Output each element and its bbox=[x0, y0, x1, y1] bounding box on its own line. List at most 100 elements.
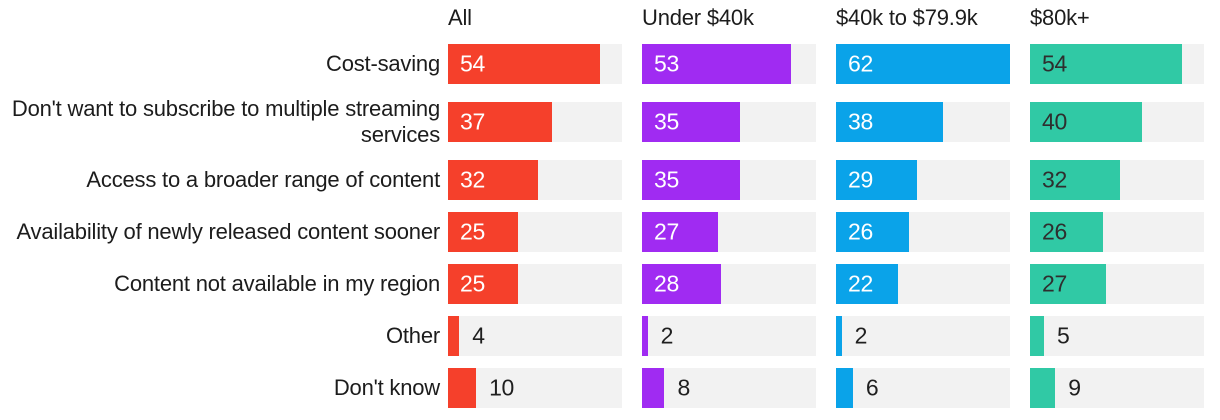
bar-value-label: 22 bbox=[848, 270, 873, 297]
chart-row: Cost-saving 54 53 62 54 bbox=[0, 44, 1220, 84]
bar-value-label: 32 bbox=[1042, 166, 1067, 193]
bar bbox=[1030, 102, 1143, 142]
bar bbox=[642, 316, 648, 356]
bar-track: 25 bbox=[448, 212, 622, 252]
row-label: Cost-saving bbox=[326, 51, 440, 76]
bar-track: 62 bbox=[836, 44, 1010, 84]
row-label: Access to a broader range of content bbox=[86, 167, 440, 192]
chart-row: Content not available in my region 25 28 22… bbox=[0, 264, 1220, 304]
bar-value-label: 8 bbox=[677, 374, 690, 401]
chart-row: Don't know 10 8 6 9 bbox=[0, 368, 1220, 408]
row-label: Content not available in my region bbox=[114, 271, 440, 296]
bar bbox=[642, 264, 721, 304]
bar-track: 27 bbox=[1030, 264, 1204, 304]
bar-track: 22 bbox=[836, 264, 1010, 304]
bar bbox=[448, 44, 600, 84]
bar-track: 25 bbox=[448, 264, 622, 304]
bar-track: 35 bbox=[642, 160, 816, 200]
bar-track: 35 bbox=[642, 102, 816, 142]
bar bbox=[1030, 160, 1120, 200]
bar-value-label: 4 bbox=[472, 322, 485, 349]
column-header-under-40k: Under $40k bbox=[642, 5, 754, 30]
row-label: Don't want to subscribe to multiple stre… bbox=[11, 96, 440, 147]
bar-value-label: 28 bbox=[654, 270, 679, 297]
bar-track: 6 bbox=[836, 368, 1010, 408]
bar-value-label: 2 bbox=[854, 322, 868, 349]
bar-value-label: 27 bbox=[1042, 270, 1067, 297]
bar-track: 28 bbox=[642, 264, 816, 304]
column-header-40k-to-79k: $40k to $79.9k bbox=[836, 5, 978, 30]
bar bbox=[642, 368, 665, 408]
bar-track: 8 bbox=[642, 368, 816, 408]
bar-value-label: 10 bbox=[489, 374, 515, 401]
bar-value-label: 2 bbox=[660, 322, 674, 349]
column-headers-row: All Under $40k $40k to $79.9k $80k+ bbox=[0, 5, 1220, 44]
bar-value-label: 27 bbox=[654, 218, 679, 245]
bar-track: 9 bbox=[1030, 368, 1204, 408]
bar-value-label: 54 bbox=[460, 50, 485, 77]
chart-row: Availability of newly released content s… bbox=[0, 212, 1220, 252]
bar-value-label: 9 bbox=[1068, 374, 1081, 401]
bar-value-label: 35 bbox=[654, 108, 679, 135]
bar-value-label: 38 bbox=[848, 108, 873, 135]
bar bbox=[836, 212, 909, 252]
bar bbox=[642, 44, 791, 84]
bar-value-label: 32 bbox=[460, 166, 485, 193]
bar bbox=[836, 102, 943, 142]
bar-track: 2 bbox=[642, 316, 816, 356]
chart-row: Don't want to subscribe to multiple stre… bbox=[0, 96, 1220, 148]
bar bbox=[448, 102, 552, 142]
bar-value-label: 5 bbox=[1057, 322, 1070, 349]
bar bbox=[836, 264, 898, 304]
bar-value-label: 35 bbox=[654, 166, 679, 193]
bar bbox=[1030, 368, 1056, 408]
bar-value-label: 53 bbox=[654, 50, 679, 77]
bar bbox=[642, 160, 741, 200]
bar-track: 4 bbox=[448, 316, 622, 356]
bar-value-label: 25 bbox=[460, 270, 485, 297]
bar bbox=[836, 368, 853, 408]
row-label: Don't know bbox=[333, 375, 440, 400]
bar bbox=[448, 212, 519, 252]
chart-row: Access to a broader range of content 32 35… bbox=[0, 160, 1220, 200]
bar-track: 54 bbox=[448, 44, 622, 84]
bar-track: 10 bbox=[448, 368, 622, 408]
bar-track: 40 bbox=[1030, 102, 1204, 142]
bar-track: 2 bbox=[836, 316, 1010, 356]
bar-track: 37 bbox=[448, 102, 622, 142]
bar bbox=[642, 102, 741, 142]
bar-track: 38 bbox=[836, 102, 1010, 142]
bar bbox=[448, 160, 538, 200]
bar-track: 5 bbox=[1030, 316, 1204, 356]
bar-value-label: 37 bbox=[460, 108, 485, 135]
bar-value-label: 54 bbox=[1042, 50, 1067, 77]
row-label: Other bbox=[385, 323, 440, 348]
bar bbox=[1030, 264, 1106, 304]
bar-track: 27 bbox=[642, 212, 816, 252]
bar bbox=[1030, 316, 1045, 356]
bar-value-label: 25 bbox=[460, 218, 485, 245]
column-header-80k-plus: $80k+ bbox=[1030, 5, 1090, 30]
bar-track: 29 bbox=[836, 160, 1010, 200]
bar-value-label: 29 bbox=[848, 166, 873, 193]
bar bbox=[836, 316, 842, 356]
bar-value-label: 26 bbox=[1042, 218, 1067, 245]
bar-value-label: 6 bbox=[865, 374, 879, 401]
bar bbox=[448, 316, 460, 356]
bar-track: 54 bbox=[1030, 44, 1204, 84]
bar-track: 26 bbox=[836, 212, 1010, 252]
bar bbox=[1030, 44, 1182, 84]
bar bbox=[642, 212, 718, 252]
bar bbox=[448, 264, 519, 304]
bar bbox=[448, 368, 477, 408]
bar bbox=[836, 160, 918, 200]
row-label: Availability of newly released content s… bbox=[16, 219, 440, 244]
chart-rows: Cost-saving 54 53 62 54 Don't want to subscri… bbox=[0, 44, 1220, 408]
chart-row: Other 4 2 2 5 bbox=[0, 316, 1220, 356]
bar-value-label: 62 bbox=[848, 50, 873, 77]
bar-track: 32 bbox=[448, 160, 622, 200]
bar bbox=[1030, 212, 1103, 252]
bar-track: 53 bbox=[642, 44, 816, 84]
bar-value-label: 40 bbox=[1042, 108, 1067, 135]
